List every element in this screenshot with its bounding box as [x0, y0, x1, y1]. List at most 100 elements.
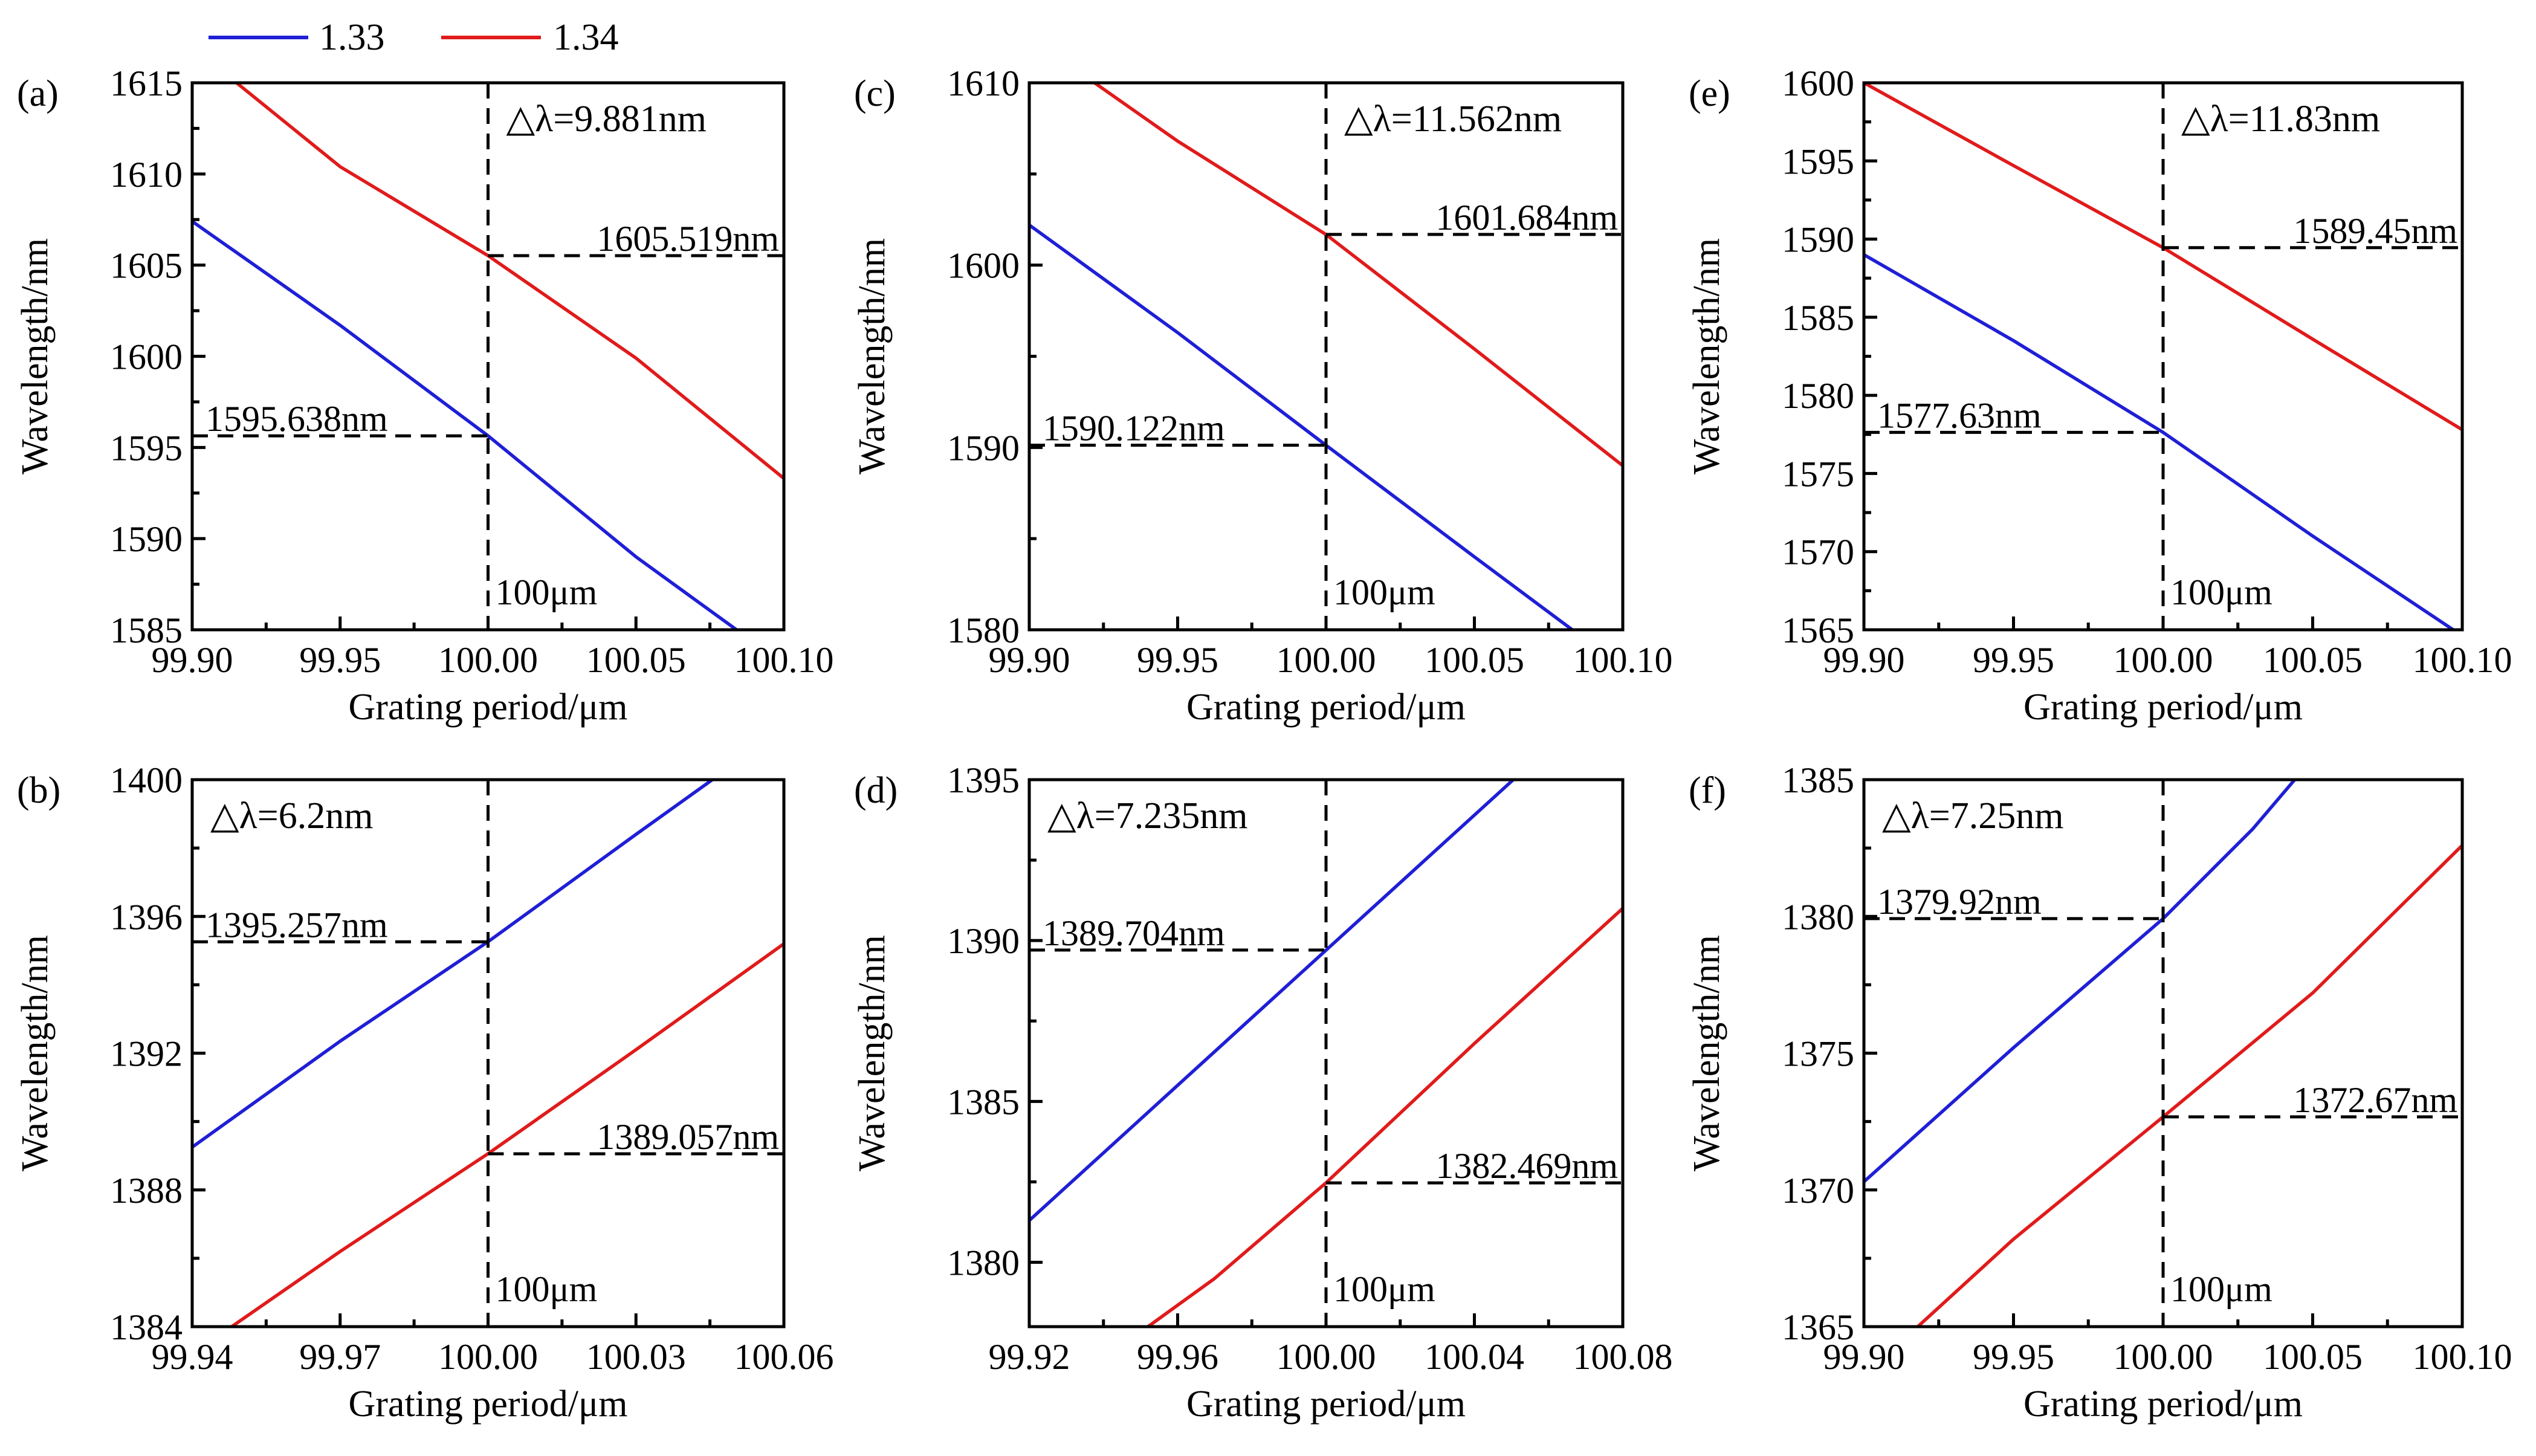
y-tick-label: 1595	[1782, 141, 1854, 181]
lower-value-label: 1590.122nm	[1043, 409, 1225, 448]
x-axis-title: Grating period/μm	[1186, 1383, 1466, 1425]
x-tick-label: 100.06	[734, 1337, 834, 1377]
y-tick-label: 1600	[1782, 63, 1854, 103]
panel-b: 1395.257nm 1389.057nm △λ=6.2nm 100μm 99.94 99…	[15, 760, 834, 1425]
legend-label-1-33: 1.33	[319, 17, 385, 58]
upper-value-label: 1605.519nm	[597, 219, 779, 259]
x-tick-label: 99.90	[1823, 1337, 1905, 1377]
marker-label: 100μm	[496, 1269, 598, 1309]
panel-letter: (b)	[17, 770, 60, 811]
marker-label: 100μm	[2170, 1269, 2272, 1309]
x-tick-label: 100.10	[2413, 1337, 2512, 1377]
y-tick-label: 1610	[110, 155, 183, 195]
marker-label: 100μm	[2170, 572, 2272, 612]
panel-letter: (a)	[17, 73, 59, 114]
x-tick-label: 99.90	[1823, 640, 1905, 680]
x-axis-title: Grating period/μm	[2023, 687, 2303, 728]
x-tick-label: 100.10	[2413, 640, 2512, 680]
x-tick-label: 99.95	[299, 640, 381, 680]
x-tick-label: 99.92	[989, 1337, 1070, 1377]
x-tick-label: 99.94	[152, 1337, 233, 1377]
x-tick-label: 100.03	[586, 1337, 686, 1377]
y-tick-label: 1600	[947, 246, 1020, 286]
delta-lambda-label: △λ=9.881nm	[506, 99, 707, 140]
x-tick-label: 100.00	[438, 640, 538, 680]
y-tick-label: 1600	[110, 337, 183, 377]
x-tick-label: 99.95	[1973, 1337, 2054, 1377]
marker-label: 100μm	[496, 572, 598, 612]
x-tick-label: 99.96	[1137, 1337, 1218, 1377]
x-tick-label: 99.97	[299, 1337, 381, 1377]
x-tick-label: 100.00	[1276, 640, 1376, 680]
y-tick-label: 1365	[1782, 1307, 1854, 1347]
legend-label-1-34: 1.34	[553, 17, 619, 58]
series-1-33-line	[192, 219, 739, 630]
lower-value-label: 1595.638nm	[205, 399, 388, 439]
y-tick-label: 1388	[110, 1171, 183, 1211]
panel-letter: (e)	[1689, 73, 1730, 114]
y-axis-title: Wavelength/nm	[1686, 238, 1727, 474]
panel-letter: (f)	[1689, 770, 1726, 811]
panel-c: 1601.684nm 1590.122nm △λ=11.562nm 100μm 99.9…	[852, 63, 1673, 728]
y-tick-label: 1370	[1782, 1171, 1854, 1211]
x-tick-label: 99.95	[1137, 640, 1218, 680]
series-1-34-line	[1146, 907, 1623, 1327]
y-tick-label: 1380	[1782, 897, 1854, 937]
panel-d: 1389.704nm 1382.469nm △λ=7.235nm 100μm 99.92…	[852, 760, 1673, 1425]
delta-lambda-label: △λ=7.25nm	[1882, 795, 2063, 836]
y-tick-label: 1570	[1782, 532, 1854, 572]
x-tick-label: 100.00	[2114, 1337, 2213, 1377]
x-axis-title: Grating period/μm	[2023, 1383, 2303, 1425]
y-tick-label: 1585	[110, 610, 183, 650]
y-tick-label: 1590	[947, 428, 1020, 468]
panel-f: 1379.92nm 1372.67nm △λ=7.25nm 100μm 99.90 99.…	[1686, 760, 2512, 1425]
y-axis-title: Wavelength/nm	[15, 935, 56, 1171]
x-tick-label: 100.00	[438, 1337, 538, 1377]
panel-e: 1589.45nm 1577.63nm △λ=11.83nm 100μm 99.90 99…	[1686, 63, 2512, 728]
panel-letter: (d)	[854, 770, 898, 811]
upper-value-label: 1601.684nm	[1435, 198, 1618, 238]
y-tick-label: 1595	[110, 428, 183, 468]
y-axis-title: Wavelength/nm	[852, 238, 893, 474]
y-tick-label: 1396	[110, 897, 183, 937]
x-tick-label: 100.04	[1425, 1337, 1524, 1377]
x-tick-label: 100.05	[2263, 1337, 2363, 1377]
panel-a: 1605.519nm 1595.638nm △λ=9.881nm 100μm 99.90…	[15, 63, 834, 728]
upper-value-label: 1379.92nm	[1877, 882, 2042, 922]
y-tick-label: 1375	[1782, 1034, 1854, 1074]
y-axis-title: Wavelength/nm	[15, 238, 56, 474]
x-axis-title: Grating period/μm	[1186, 687, 1466, 728]
lower-value-label: 1382.469nm	[1435, 1146, 1618, 1186]
x-tick-label: 100.00	[1276, 1337, 1376, 1377]
y-tick-label: 1590	[110, 519, 183, 559]
y-tick-label: 1400	[110, 760, 183, 800]
delta-lambda-label: △λ=11.83nm	[2181, 99, 2380, 140]
y-tick-label: 1605	[110, 246, 183, 286]
x-tick-label: 100.10	[1573, 640, 1673, 680]
lower-value-label: 1372.67nm	[2293, 1080, 2457, 1120]
x-tick-label: 100.05	[1425, 640, 1524, 680]
x-tick-label: 99.90	[989, 640, 1070, 680]
x-tick-label: 100.10	[734, 640, 834, 680]
y-tick-label: 1390	[947, 921, 1020, 961]
upper-value-label: 1589.45nm	[2293, 211, 2457, 251]
x-tick-label: 100.05	[586, 640, 686, 680]
x-tick-label: 99.95	[1973, 640, 2054, 680]
series-1-33-line	[1029, 780, 1515, 1223]
delta-lambda-label: △λ=7.235nm	[1047, 795, 1247, 836]
upper-value-label: 1389.704nm	[1043, 913, 1225, 953]
series-1-33-line	[1864, 780, 2297, 1183]
y-tick-label: 1385	[1782, 760, 1854, 800]
legend: 1.33 1.34	[209, 17, 619, 58]
y-tick-label: 1610	[947, 63, 1020, 103]
marker-label: 100μm	[1333, 572, 1435, 612]
x-axis-title: Grating period/μm	[349, 1383, 628, 1425]
y-tick-label: 1585	[1782, 298, 1854, 338]
y-tick-label: 1615	[110, 63, 183, 103]
delta-lambda-label: △λ=11.562nm	[1344, 99, 1562, 140]
marker-label: 100μm	[1333, 1269, 1435, 1309]
y-tick-label: 1590	[1782, 220, 1854, 260]
y-tick-label: 1565	[1782, 610, 1854, 650]
lower-value-label: 1389.057nm	[597, 1117, 779, 1157]
